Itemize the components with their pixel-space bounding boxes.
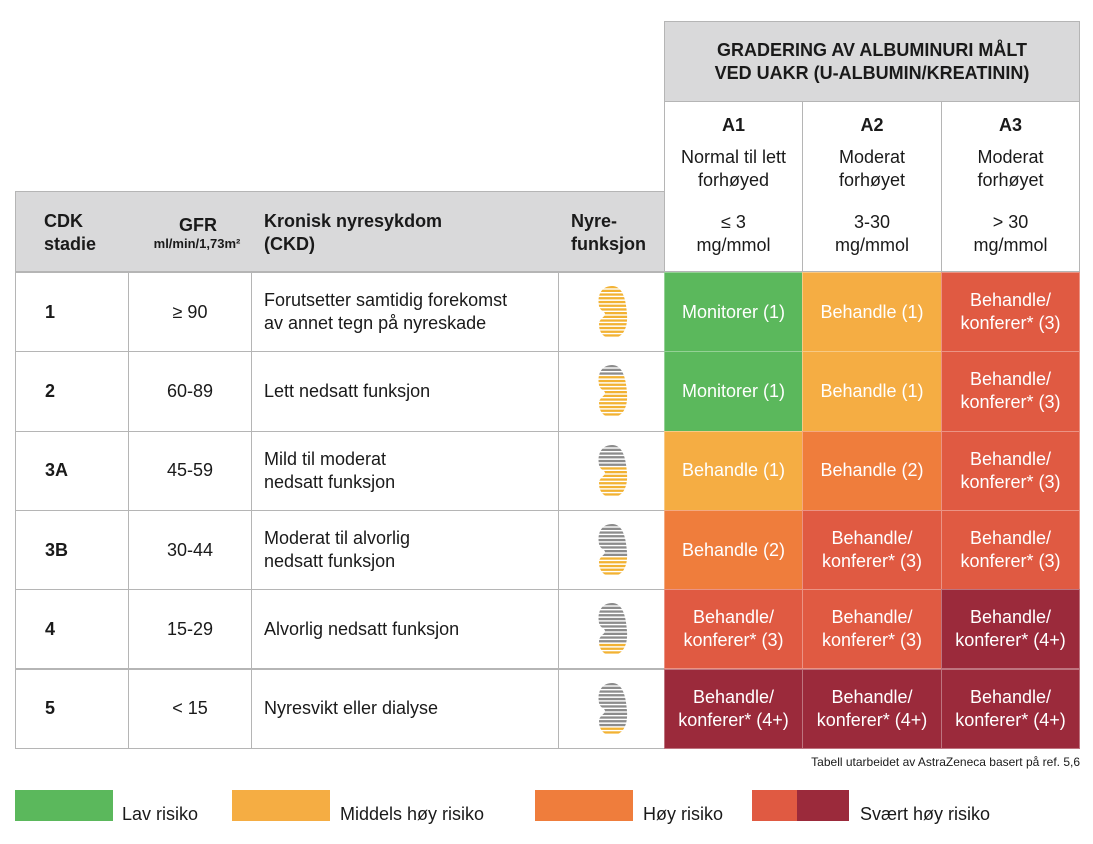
kidney-icon: [598, 524, 627, 575]
legend-label: Middels høy risiko: [340, 804, 485, 824]
albumin-code: A2: [860, 115, 884, 135]
albumin-desc: Normal til lett forhøyed: [680, 147, 787, 190]
albumin-col-a3: [941, 101, 1080, 272]
legend-swatch: [752, 790, 798, 821]
legend-swatch: [15, 790, 113, 821]
kidney-cell: [558, 668, 665, 749]
risk-cell: Monitorer (1): [664, 272, 803, 353]
stage-cell: 5: [15, 668, 129, 749]
ckd-desc-cell: Forutsetter samtidig forekomst av annet …: [251, 272, 559, 353]
gfr-cell: 30-44: [128, 509, 252, 591]
risk-cell: Behandle/ konferer* (4+): [664, 668, 803, 749]
albuminuria-header: GRADERING AV ALBUMINURI MÅLT VED UAKR (U…: [664, 21, 1080, 102]
gfr-unit: ml/min/1,73m²: [153, 236, 241, 251]
albumin-range: > 30 mg/mmol: [973, 212, 1048, 255]
kidney-cell: [558, 509, 665, 591]
kidney-cell: [558, 430, 665, 511]
albumin-desc: Moderat forhøyet: [838, 147, 906, 190]
legend-label: Lav risiko: [122, 804, 199, 824]
gfr-cell: ≥ 90: [128, 272, 252, 353]
stage-cell: 4: [15, 589, 129, 670]
gfr-header: GFR: [179, 215, 217, 235]
stage-header: CDK stadie: [44, 211, 97, 254]
ckd-desc-cell: Mild til moderat nedsatt funksjon: [251, 430, 559, 511]
stage-cell: 1: [15, 272, 129, 353]
risk-cell: Behandle/ konferer* (3): [941, 272, 1080, 353]
albumin-desc: Moderat forhøyet: [977, 147, 1044, 190]
risk-cell: Behandle (2): [802, 430, 942, 511]
ckd-desc-cell: Lett nedsatt funksjon: [251, 351, 559, 432]
stage-cell: 3B: [15, 509, 129, 591]
legend-label: Høy risiko: [643, 804, 723, 824]
legend-label: Svært høy risiko: [860, 804, 991, 824]
gfr-cell: < 15: [128, 668, 252, 749]
legend-swatch: [232, 790, 330, 821]
ckd-desc-cell: Alvorlig nedsatt funksjon: [251, 589, 559, 670]
legend-swatch: [797, 790, 849, 821]
kidney-icon: [598, 444, 627, 496]
risk-cell: Behandle/ konferer* (3): [802, 589, 942, 670]
ckd-header: Kronisk nyresykdom (CKD): [264, 211, 443, 254]
left-header: [15, 191, 665, 272]
risk-cell: Behandle (1): [664, 430, 803, 511]
albumin-range: ≤ 3 mg/mmol: [696, 212, 771, 255]
gfr-cell: 15-29: [128, 589, 252, 670]
kidney-icon: [598, 365, 627, 417]
albumin-range: 3-30 mg/mmol: [834, 212, 909, 255]
gfr-cell: 60-89: [128, 351, 252, 432]
risk-cell: Behandle (1): [802, 272, 942, 353]
risk-cell: Behandle/ konferer* (3): [664, 589, 803, 670]
risk-cell: Behandle/ konferer* (4+): [802, 668, 942, 749]
risk-cell: Behandle/ konferer* (3): [941, 430, 1080, 511]
stage-cell: 3A: [15, 430, 129, 511]
stage-cell: 2: [15, 351, 129, 432]
ckd-desc-cell: Moderat til alvorlig nedsatt funksjon: [251, 509, 559, 591]
footnote: Tabell utarbeidet av AstraZeneca basert …: [811, 755, 1080, 769]
kidney-cell: [558, 589, 665, 670]
kidney-cell: [558, 351, 665, 432]
function-header: Nyre- funksjon: [571, 211, 646, 254]
risk-cell: Behandle/ konferer* (3): [941, 509, 1080, 591]
risk-cell: Monitorer (1): [664, 351, 803, 432]
risk-cell: Behandle/ konferer* (4+): [941, 668, 1080, 749]
risk-cell: Behandle (1): [802, 351, 942, 432]
kidney-cell: [558, 272, 665, 353]
risk-cell: Behandle (2): [664, 509, 803, 591]
legend-swatch: [535, 790, 633, 821]
gfr-cell: 45-59: [128, 430, 252, 511]
albumin-code: A3: [998, 115, 1022, 135]
ckd-desc-cell: Nyresvikt eller dialyse: [251, 668, 559, 749]
kidney-icon: [598, 286, 627, 337]
kidney-icon: [598, 603, 627, 654]
risk-cell: Behandle/ konferer* (4+): [941, 589, 1080, 670]
risk-cell: Behandle/ konferer* (3): [802, 509, 942, 591]
risk-cell: Behandle/ konferer* (3): [941, 351, 1080, 432]
albumin-code: A1: [721, 115, 745, 135]
kidney-icon: [598, 682, 627, 734]
